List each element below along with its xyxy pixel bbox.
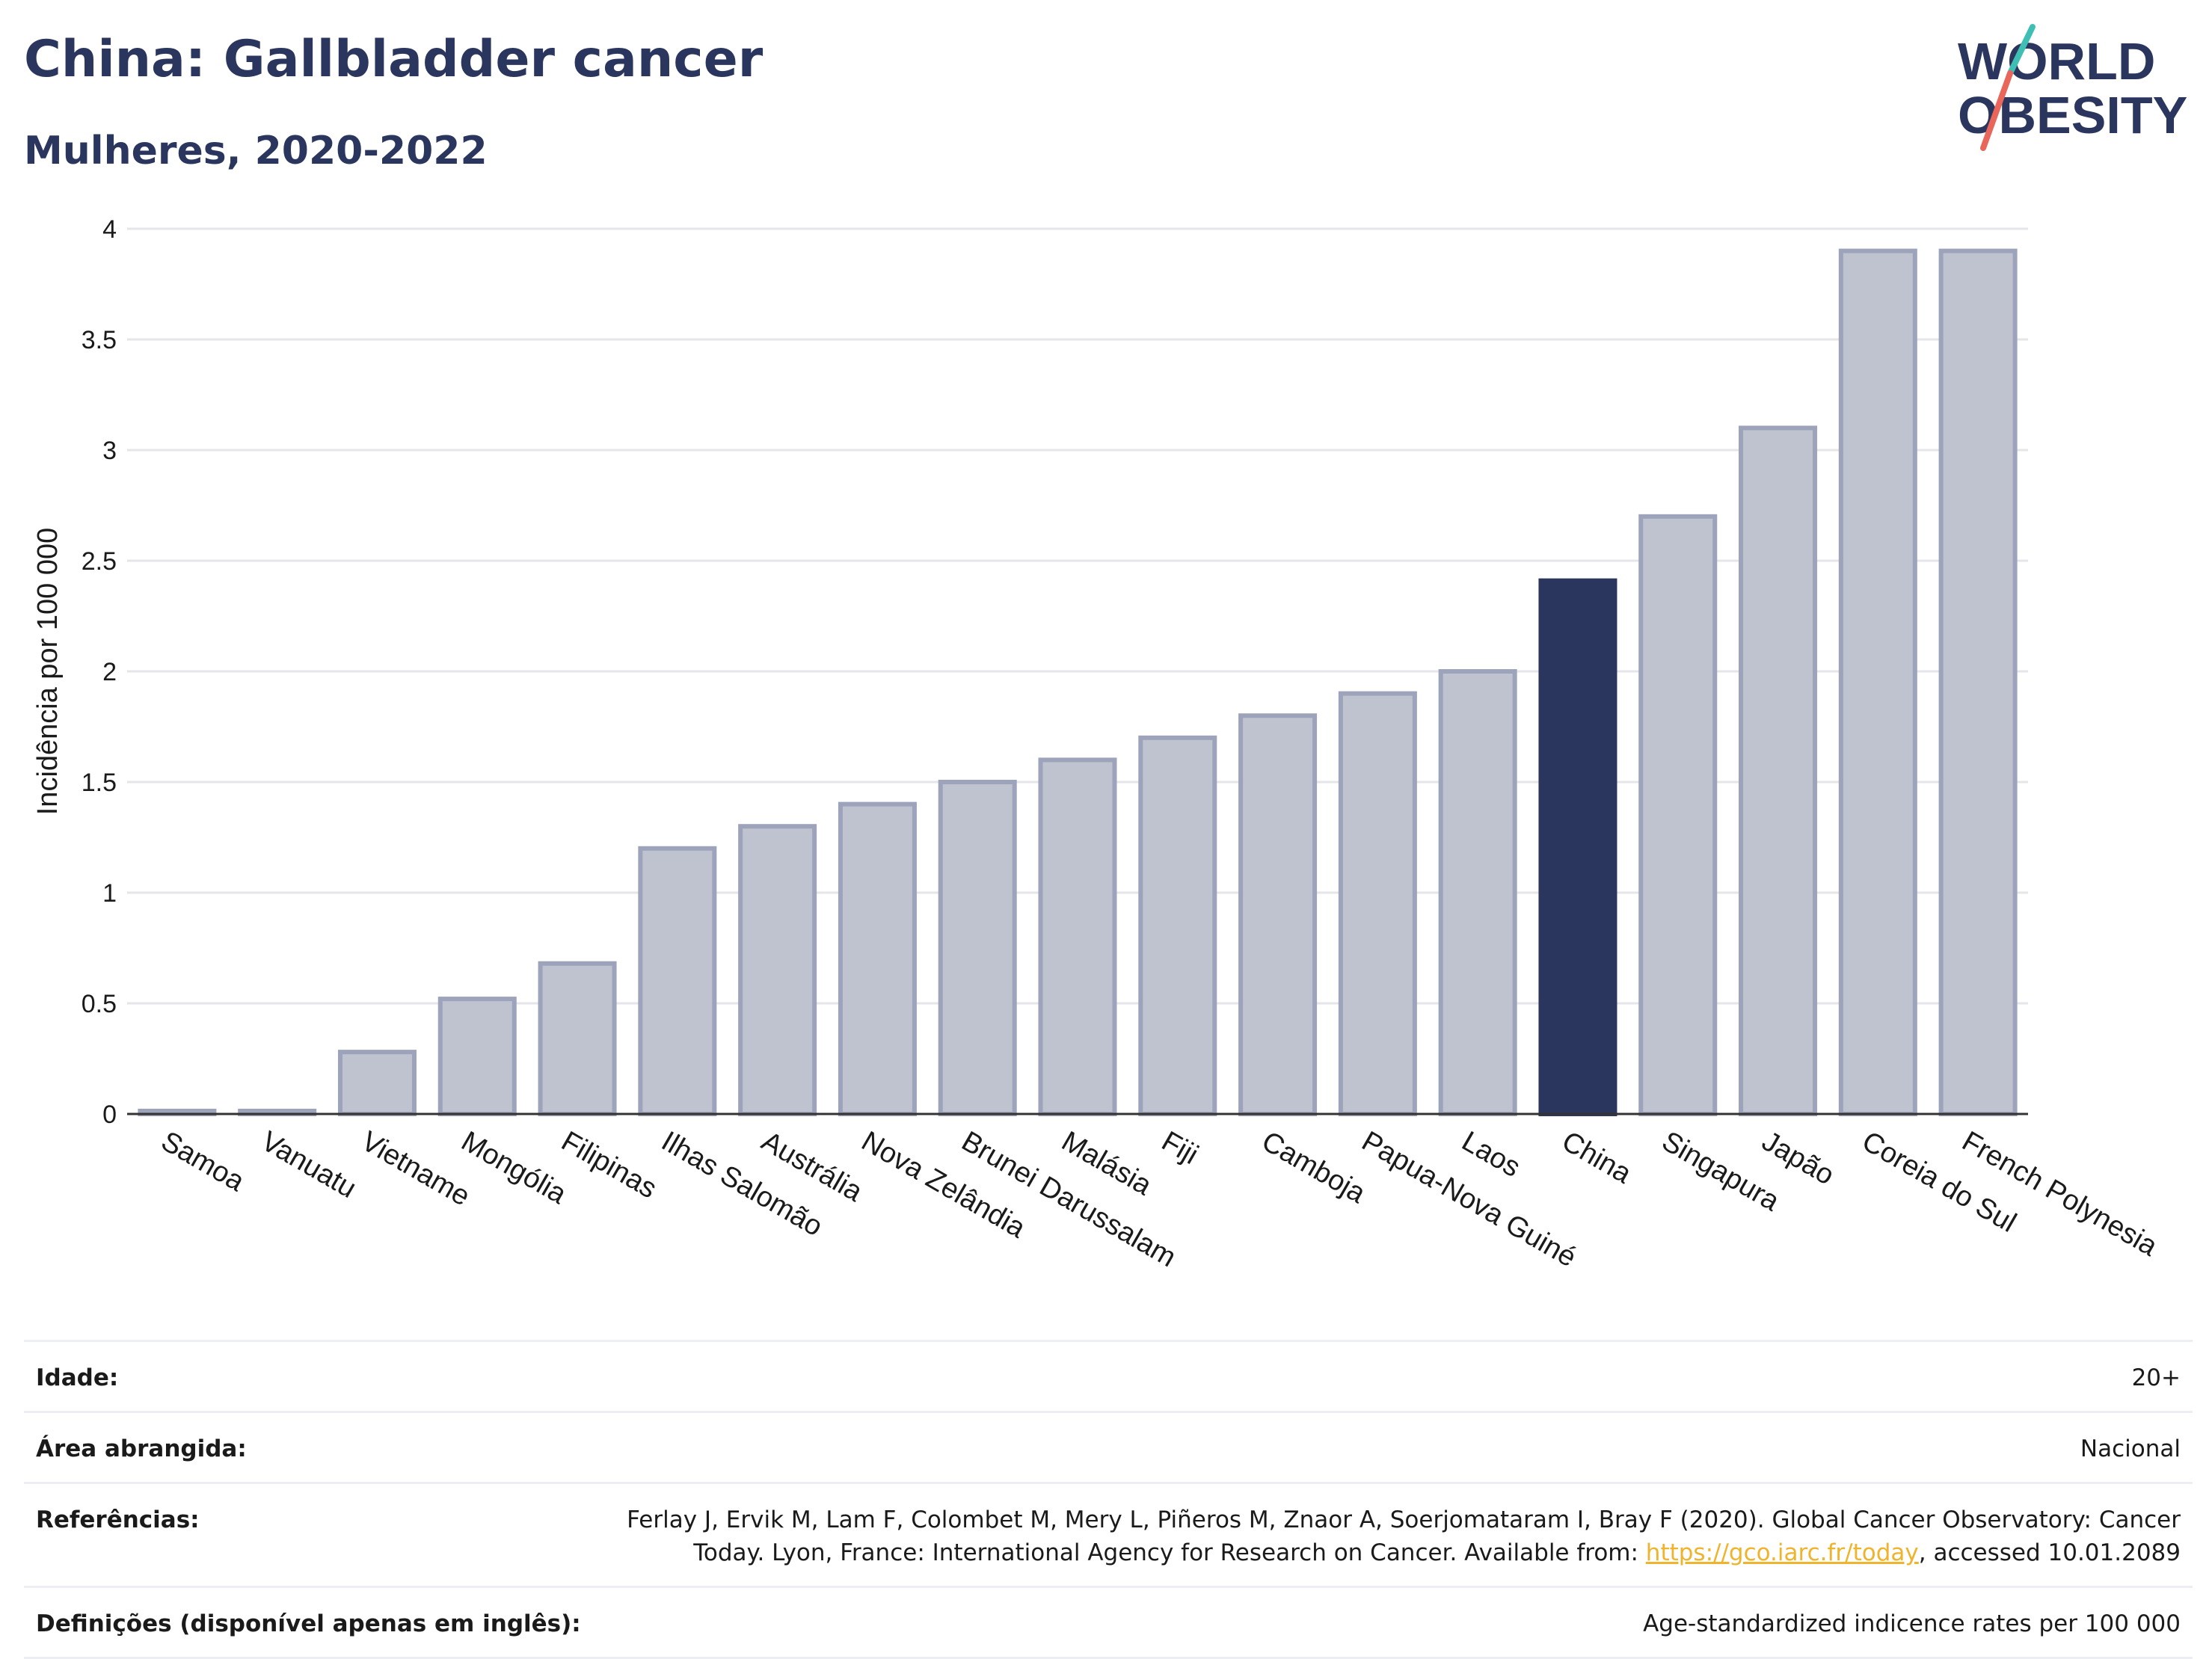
bar-mal-sia <box>1038 757 1117 1117</box>
page-subtitle: Mulheres, 2020-2022 <box>24 129 488 173</box>
meta-value-references: Ferlay J, Ervik M, Lam F, Colombet M, Me… <box>627 1503 2181 1569</box>
meta-row-age: Idade: 20+ <box>24 1340 2193 1411</box>
reference-text-line1: Ferlay J, Ervik M, Lam F, Colombet M, Me… <box>627 1506 2181 1533</box>
bar-ilhas-salom-o <box>638 846 717 1116</box>
y-axis-ticks: 0 0.5 1 1.5 2 2.5 3 3.5 4 <box>82 215 117 1129</box>
meta-label-age: Idade: <box>36 1364 119 1391</box>
bar-brunei-darussalam <box>938 780 1017 1116</box>
y-tick-label: 2.5 <box>82 547 117 576</box>
meta-row-references: Referências: Ferlay J, Ervik M, Lam F, C… <box>24 1482 2193 1586</box>
meta-value-age: 20+ <box>2131 1364 2181 1391</box>
x-tick-label: China <box>1556 1125 1637 1189</box>
x-tick-label: Laos <box>1457 1125 1526 1184</box>
meta-row-definitions: Definições (disponível apenas em inglês)… <box>24 1586 2193 1659</box>
bar-vietname <box>337 1050 417 1116</box>
bar-austr-lia <box>738 824 817 1116</box>
metadata-table: Idade: 20+ Área abrangida: Nacional Refe… <box>24 1340 2193 1659</box>
bar-fiji <box>1138 735 1217 1116</box>
x-tick-label: Mongólia <box>456 1125 572 1210</box>
y-tick-label: 1 <box>102 879 117 908</box>
bar-china <box>1538 578 1617 1116</box>
y-tick-label: 2 <box>102 658 117 686</box>
bar-singapura <box>1638 514 1718 1116</box>
meta-label-references: Referências: <box>36 1506 200 1533</box>
reference-text-pre: Today. Lyon, France: International Agenc… <box>693 1539 1646 1566</box>
logo-slash-bottom <box>1980 70 2013 151</box>
x-tick-label: Vietname <box>356 1125 475 1212</box>
bar-filipinas <box>538 961 617 1116</box>
bar-mong-lia <box>437 997 517 1116</box>
y-tick-label: 0 <box>102 1101 117 1129</box>
bar-jap-o <box>1739 425 1818 1116</box>
world-obesity-logo: WORLD OBESITY <box>1958 24 2187 151</box>
meta-label-definitions: Definições (disponível apenas em inglês)… <box>36 1610 581 1637</box>
bar-chart: 0 0.5 1 1.5 2 2.5 3 3.5 4 Samoa VanuatuVietnameMo… <box>32 215 2163 1273</box>
meta-value-area: Nacional <box>2080 1435 2181 1462</box>
x-tick-label: Nova Zelândia <box>856 1125 1031 1244</box>
reference-link[interactable]: https://gco.iarc.fr/today <box>1645 1539 1919 1566</box>
bar-nova-zel-ndia <box>838 801 917 1116</box>
bar-laos <box>1438 669 1517 1116</box>
x-tick-label: Samoa <box>156 1125 250 1198</box>
page-title: China: Gallbladder cancer <box>24 30 764 89</box>
bar-camboja <box>1238 713 1318 1116</box>
bar-coreia-do-sul <box>1838 248 1917 1117</box>
y-tick-label: 4 <box>102 215 117 244</box>
meta-label-area: Área abrangida: <box>36 1435 247 1462</box>
bar-french-polynesia <box>1938 248 2018 1117</box>
x-tick-label: Camboja <box>1256 1125 1371 1210</box>
bars <box>138 248 2018 1117</box>
x-tick-label: Fiji <box>1156 1125 1203 1171</box>
logo-text-world: WORLD <box>1958 32 2155 90</box>
y-axis-label: Incidência por 100 000 <box>32 528 64 816</box>
x-tick-label: Filipinas <box>556 1125 663 1204</box>
y-tick-label: 1.5 <box>82 769 117 797</box>
logo-slash-top <box>2007 24 2036 76</box>
x-axis-ticks: Samoa VanuatuVietnameMongóliaFilipinasIlh… <box>156 1125 2163 1273</box>
y-tick-label: 3.5 <box>82 326 117 354</box>
y-tick-label: 0.5 <box>82 990 117 1018</box>
y-tick-label: 3 <box>102 437 117 465</box>
x-tick-label: Vanuatu <box>256 1125 361 1204</box>
meta-row-area: Área abrangida: Nacional <box>24 1411 2193 1482</box>
meta-value-definitions: Age-standardized indicence rates per 100… <box>1643 1610 2181 1637</box>
reference-text-post: , accessed 10.01.2089 <box>1918 1539 2181 1566</box>
bar-papua-nova-guin- <box>1338 691 1417 1116</box>
